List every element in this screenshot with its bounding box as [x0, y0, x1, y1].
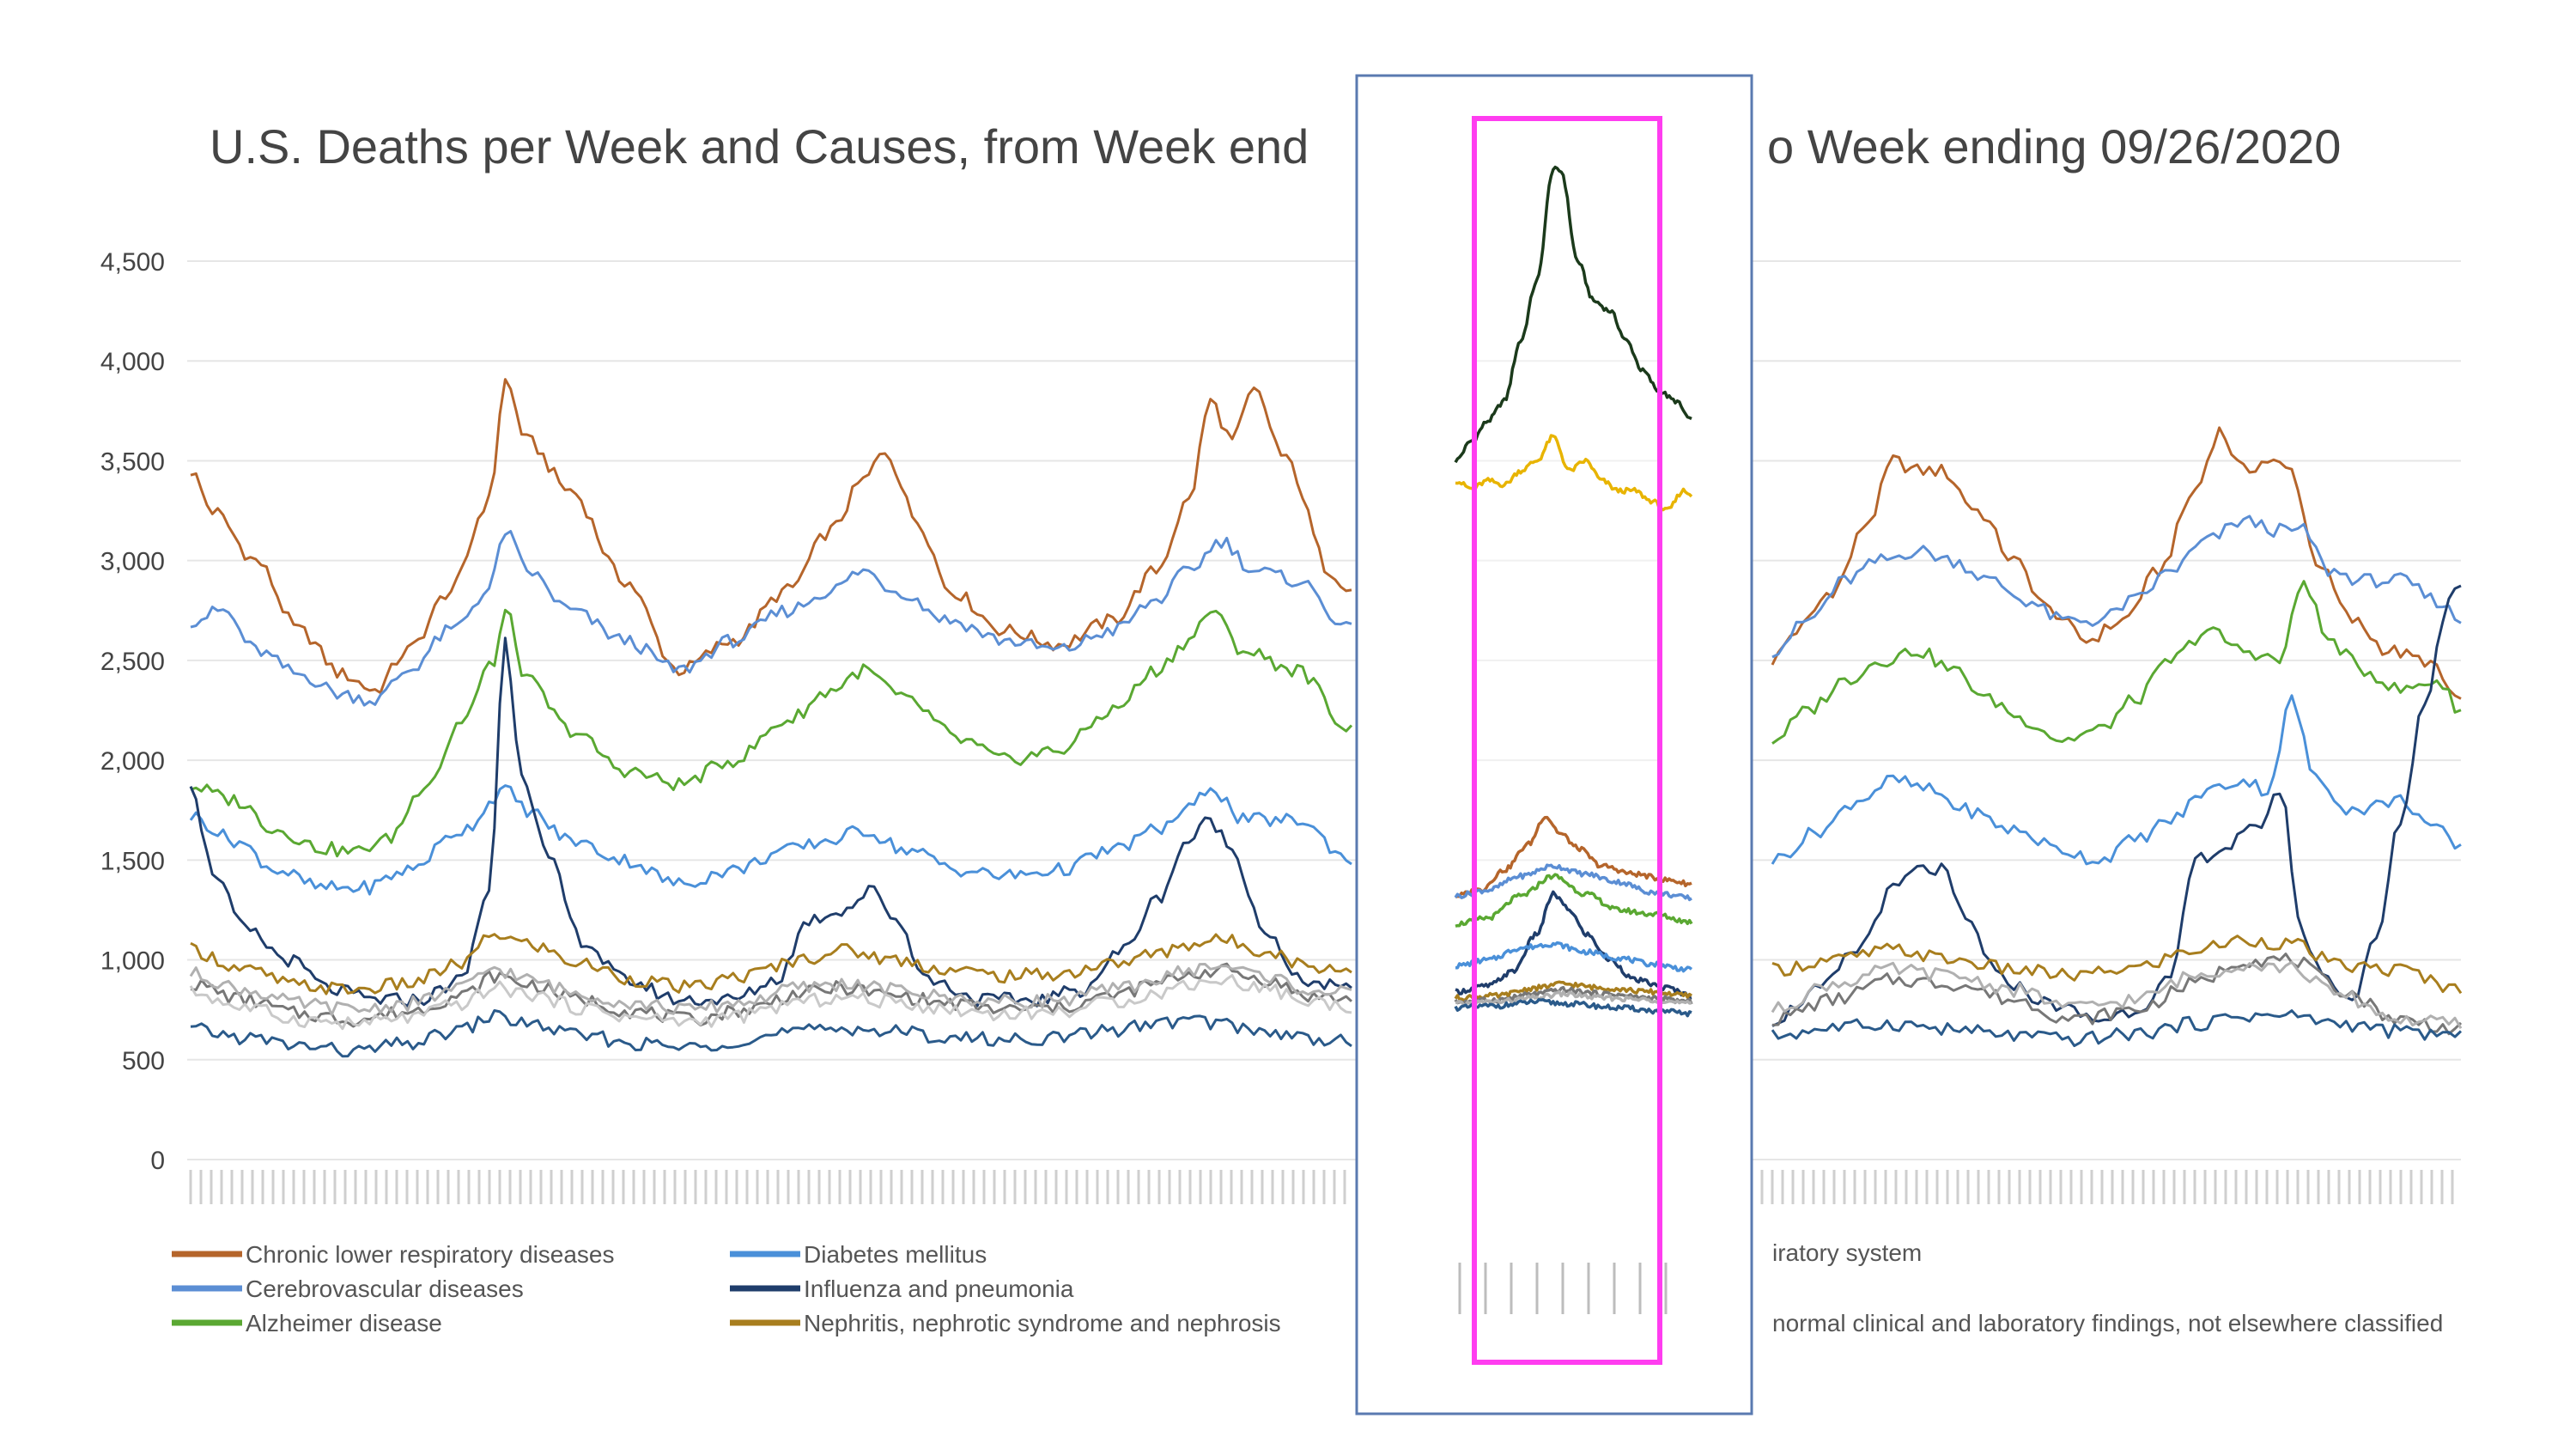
zoom-grid — [1477, 360, 1657, 861]
series-line-zoom-6 — [1455, 941, 1693, 973]
series-line-left-3 — [189, 784, 1352, 896]
legend-label: Diabetes mellitus — [804, 1241, 987, 1268]
series-line-right-5 — [1771, 935, 2463, 995]
series-line-right-2 — [1771, 580, 2462, 745]
y-tick-label: 4,500 — [100, 248, 165, 277]
series-line-left-1 — [190, 530, 1352, 707]
chart-title-left: U.S. Deaths per Week and Causes, from We… — [210, 119, 1309, 174]
y-tick-label: 2,000 — [100, 747, 165, 776]
legend-label: Nephritis, nephrotic syndrome and nephro… — [804, 1310, 1281, 1336]
y-tick-label: 0 — [150, 1147, 165, 1175]
series-line-zoom-8 — [1454, 985, 1693, 1006]
y-tick-label: 4,000 — [100, 348, 165, 376]
series-line-right-0 — [1771, 426, 2462, 700]
y-tick-label: 3,000 — [100, 548, 165, 576]
series-line-left-2 — [190, 608, 1353, 858]
series-line-left-4 — [189, 636, 1352, 1008]
series-line-zoom-7 — [1454, 980, 1693, 1002]
grid — [187, 260, 2461, 1160]
series-line-right-1 — [1771, 514, 2462, 659]
legend-label: Influenza and pneumonia — [804, 1275, 1074, 1302]
y-tick-label: 2,500 — [100, 648, 165, 676]
y-tick-label: 1,000 — [100, 947, 165, 976]
series-line-left-7 — [189, 963, 1352, 1016]
legend-label-fragment: iratory system — [1772, 1239, 1922, 1266]
series-line-zoom-1 — [1455, 434, 1693, 512]
x-axis-ticks — [189, 1170, 2454, 1204]
chart-title-right: o Week ending 09/26/2020 — [1767, 119, 2341, 174]
series-line-left-8 — [189, 974, 1352, 1031]
series-line-right-3 — [1771, 694, 2462, 866]
zoom-highlight-box — [1472, 116, 1662, 1365]
series-zoom-plot — [1454, 165, 1693, 1018]
legend-label: Alzheimer disease — [246, 1310, 442, 1336]
series-line-right-7 — [1771, 960, 2463, 1030]
y-axis-ticks: 4,500 4,000 3,500 3,000 2,500 2,000 1,500 1,000… — [100, 248, 165, 1175]
zoom-x-ticks — [1458, 1263, 1668, 1314]
series-line-zoom-9 — [1455, 989, 1692, 1008]
series-line-zoom-10 — [1454, 998, 1692, 1018]
y-tick-label: 3,500 — [100, 447, 165, 476]
series-right-plot — [1771, 426, 2463, 1048]
series-line-zoom-5 — [1455, 890, 1692, 1000]
legend-label: Chronic lower respiratory diseases — [246, 1241, 615, 1268]
series-line-left-6 — [190, 962, 1353, 1028]
series-line-zoom-3 — [1454, 863, 1692, 902]
legend-label-fragment: normal clinical and laboratory findings,… — [1772, 1310, 2443, 1336]
series-line-zoom-4 — [1455, 873, 1693, 928]
y-tick-label: 500 — [122, 1047, 165, 1075]
legend: Chronic lower respiratory diseases Cerebr… — [172, 1239, 2443, 1336]
series-line-left-0 — [190, 378, 1352, 695]
series-line-right-8 — [1771, 1009, 2463, 1048]
y-tick-label: 1,500 — [100, 847, 165, 875]
series-line-left-5 — [190, 933, 1352, 995]
series-line-zoom-2 — [1455, 815, 1692, 899]
zoom-inset-panel — [1355, 74, 1753, 1416]
series-line-zoom-0 — [1454, 165, 1692, 464]
legend-label: Cerebrovascular diseases — [246, 1275, 524, 1302]
series-line-left-9 — [190, 1009, 1352, 1058]
series-left-plot — [189, 378, 1353, 1058]
zoom-inset-frame — [1355, 74, 1753, 1416]
